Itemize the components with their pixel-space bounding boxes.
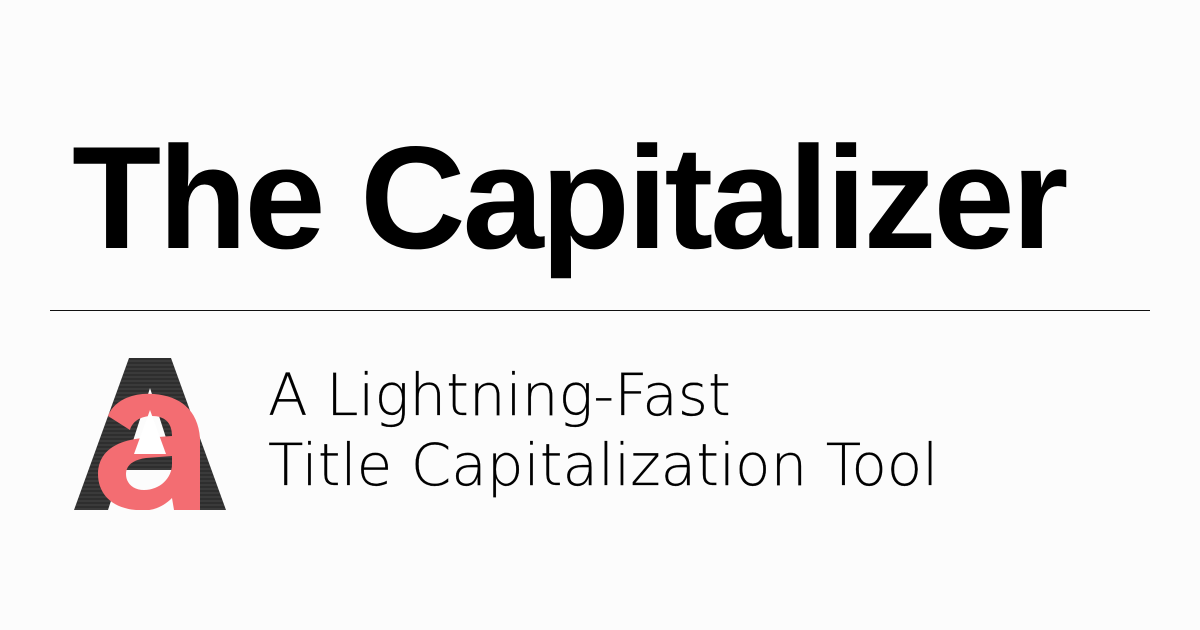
divider — [50, 310, 1150, 311]
tagline-line-1: A Lightning-Fast — [268, 361, 731, 429]
letter-a-logo-icon — [74, 358, 226, 510]
tagline: A Lightning-Fast Title Capitalization To… — [268, 360, 939, 500]
page-title: The Capitalizer — [72, 116, 1068, 279]
tagline-line-2: Title Capitalization Tool — [268, 431, 939, 499]
